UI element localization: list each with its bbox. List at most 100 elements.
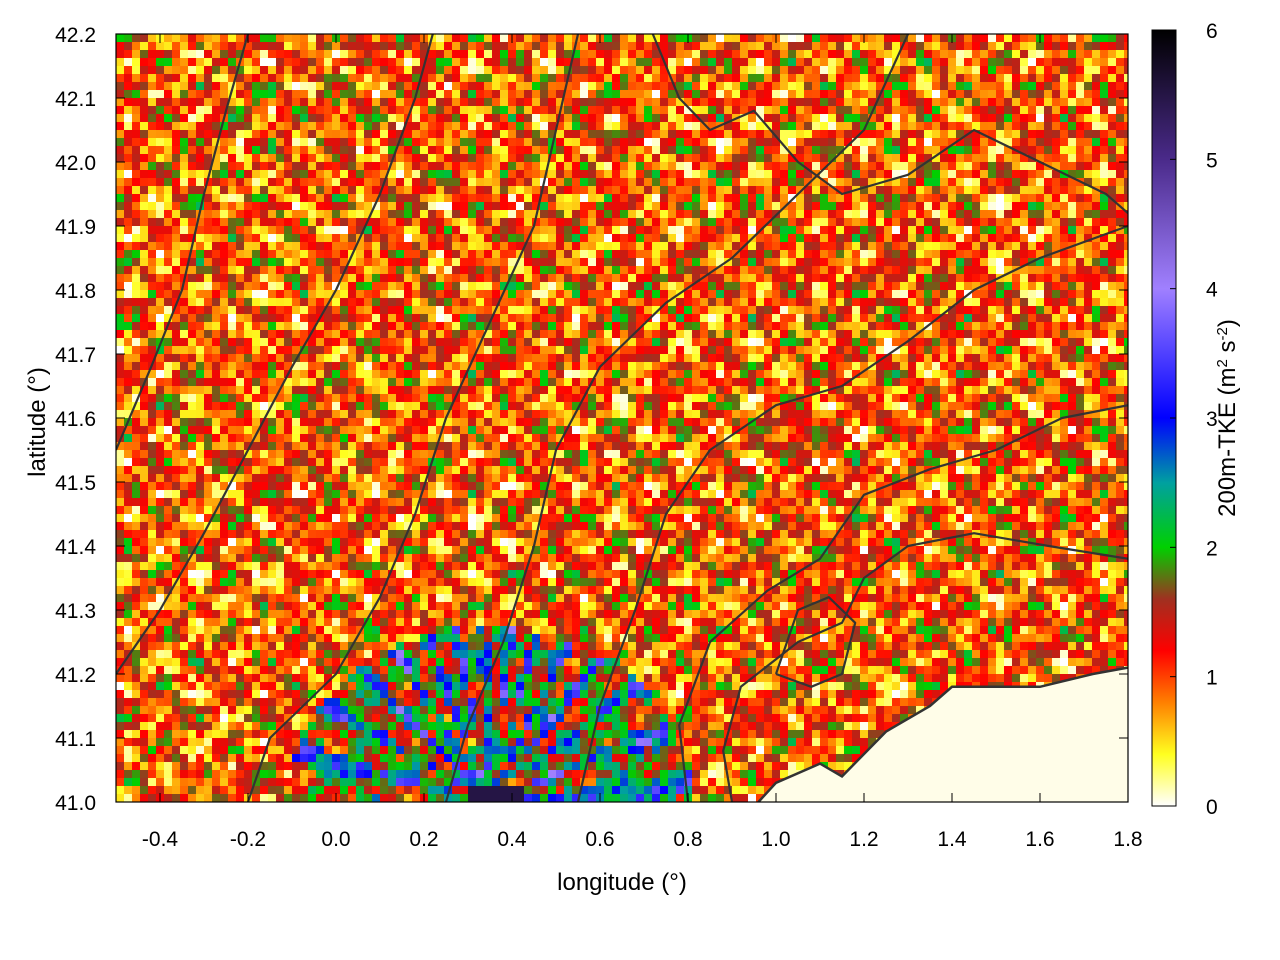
- heat-cell: [484, 154, 492, 162]
- heat-cell: [1028, 290, 1036, 298]
- heat-cell: [1084, 162, 1092, 170]
- heat-cell: [572, 130, 580, 138]
- heat-cell: [652, 98, 660, 106]
- heat-cell: [692, 338, 700, 346]
- heat-cell: [500, 146, 508, 154]
- heat-cell: [140, 50, 148, 58]
- heat-cell: [812, 306, 820, 314]
- heat-cell: [724, 98, 732, 106]
- heat-cell: [436, 138, 444, 146]
- heat-cell: [132, 66, 140, 74]
- heat-cell: [684, 218, 692, 226]
- heat-cell: [868, 282, 876, 290]
- heat-cell: [516, 298, 524, 306]
- heat-cell: [748, 290, 756, 298]
- heat-cell: [628, 210, 636, 218]
- heat-cell: [508, 202, 516, 210]
- heat-cell: [244, 178, 252, 186]
- heat-cell: [564, 218, 572, 226]
- heat-cell: [660, 82, 668, 90]
- heat-cell: [580, 306, 588, 314]
- heat-cell: [956, 226, 964, 234]
- heat-cell: [700, 202, 708, 210]
- heat-cell: [348, 282, 356, 290]
- heat-cell: [1100, 162, 1108, 170]
- heat-cell: [820, 90, 828, 98]
- heat-cell: [140, 306, 148, 314]
- heat-cell: [364, 162, 372, 170]
- heat-cell: [1004, 42, 1012, 50]
- heat-cell: [1100, 34, 1108, 42]
- heat-cell: [212, 234, 220, 242]
- heat-cell: [1028, 234, 1036, 242]
- heat-cell: [412, 82, 420, 90]
- heat-cell: [332, 74, 340, 82]
- heat-cell: [388, 82, 396, 90]
- heat-cell: [860, 186, 868, 194]
- heat-cell: [516, 146, 524, 154]
- heat-cell: [172, 322, 180, 330]
- heat-cell: [980, 90, 988, 98]
- heat-cell: [604, 266, 612, 274]
- heat-cell: [988, 106, 996, 114]
- heat-cell: [740, 82, 748, 90]
- heat-cell: [876, 338, 884, 346]
- heat-cell: [604, 90, 612, 98]
- heat-cell: [380, 226, 388, 234]
- heat-cell: [660, 258, 668, 266]
- heat-cell: [564, 314, 572, 322]
- heat-cell: [628, 90, 636, 98]
- heat-cell: [196, 170, 204, 178]
- heat-cell: [228, 90, 236, 98]
- heat-cell: [452, 274, 460, 282]
- heat-cell: [884, 34, 892, 42]
- heat-cell: [316, 210, 324, 218]
- heat-cell: [700, 58, 708, 66]
- heat-cell: [316, 90, 324, 98]
- heat-cell: [212, 130, 220, 138]
- heat-cell: [788, 330, 796, 338]
- heat-cell: [716, 154, 724, 162]
- heat-cell: [692, 266, 700, 274]
- heat-cell: [268, 250, 276, 258]
- heat-cell: [740, 122, 748, 130]
- heat-cell: [820, 34, 828, 42]
- heat-cell: [260, 234, 268, 242]
- heat-cell: [780, 322, 788, 330]
- heat-cell: [692, 250, 700, 258]
- heat-cell: [1036, 98, 1044, 106]
- heat-cell: [484, 130, 492, 138]
- heat-cell: [796, 170, 804, 178]
- heat-cell: [188, 338, 196, 346]
- heat-cell: [588, 210, 596, 218]
- heat-cell: [564, 34, 572, 42]
- heat-cell: [292, 98, 300, 106]
- heat-cell: [188, 202, 196, 210]
- heat-cell: [1020, 154, 1028, 162]
- heat-cell: [396, 306, 404, 314]
- heat-cell: [308, 50, 316, 58]
- heat-cell: [652, 50, 660, 58]
- heat-cell: [700, 226, 708, 234]
- heat-cell: [556, 50, 564, 58]
- heat-cell: [1060, 82, 1068, 90]
- heat-cell: [708, 74, 716, 82]
- heat-cell: [516, 234, 524, 242]
- heat-cell: [252, 162, 260, 170]
- heat-cell: [316, 138, 324, 146]
- heat-cell: [788, 90, 796, 98]
- heat-cell: [444, 306, 452, 314]
- heat-cell: [476, 34, 484, 42]
- heat-cell: [532, 290, 540, 298]
- heat-cell: [252, 194, 260, 202]
- heat-cell: [244, 282, 252, 290]
- heat-cell: [436, 42, 444, 50]
- heat-cell: [140, 154, 148, 162]
- heat-cell: [484, 162, 492, 170]
- heat-cell: [956, 266, 964, 274]
- heat-cell: [668, 82, 676, 90]
- heat-cell: [612, 42, 620, 50]
- heat-cell: [300, 234, 308, 242]
- heat-cell: [1116, 282, 1124, 290]
- heat-cell: [588, 82, 596, 90]
